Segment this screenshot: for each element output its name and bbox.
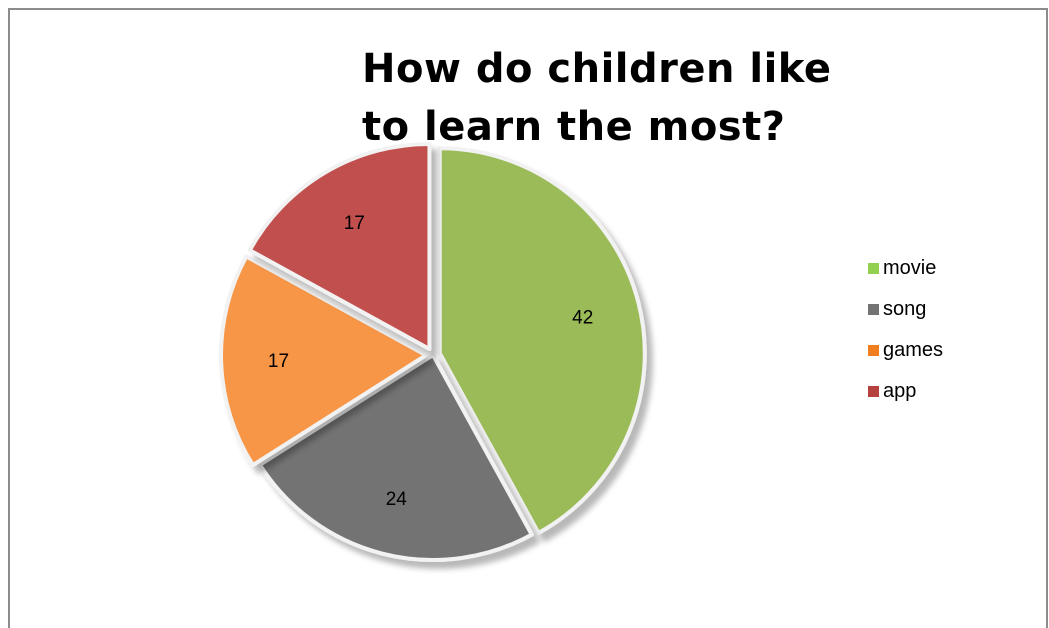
- data-label-movie: 42: [572, 308, 593, 329]
- legend: movie song games app: [868, 257, 944, 422]
- legend-item-games: games: [868, 339, 944, 361]
- legend-item-app: app: [868, 380, 943, 402]
- legend-label-games: games: [883, 339, 944, 361]
- pie-slice-games: [219, 254, 429, 468]
- data-label-app: 17: [344, 213, 365, 234]
- legend-label-movie: movie: [883, 257, 937, 279]
- pie-slice-song: [257, 353, 534, 562]
- legend-swatch-app: [868, 386, 879, 397]
- legend-swatch-movie: [868, 263, 879, 274]
- legend-item-movie: movie: [868, 257, 943, 279]
- pie-slice-app: [247, 141, 432, 351]
- legend-swatch-song: [868, 304, 879, 315]
- legend-label-song: song: [883, 298, 927, 320]
- data-label-games: 17: [268, 351, 289, 372]
- chart-title: How do children like to learn the most?: [362, 46, 832, 150]
- legend-label-app: app: [883, 380, 917, 402]
- legend-item-song: song: [868, 298, 943, 320]
- legend-swatch-games: [868, 345, 879, 356]
- pie-slice-movie: [437, 146, 647, 535]
- data-label-song: 24: [386, 489, 408, 510]
